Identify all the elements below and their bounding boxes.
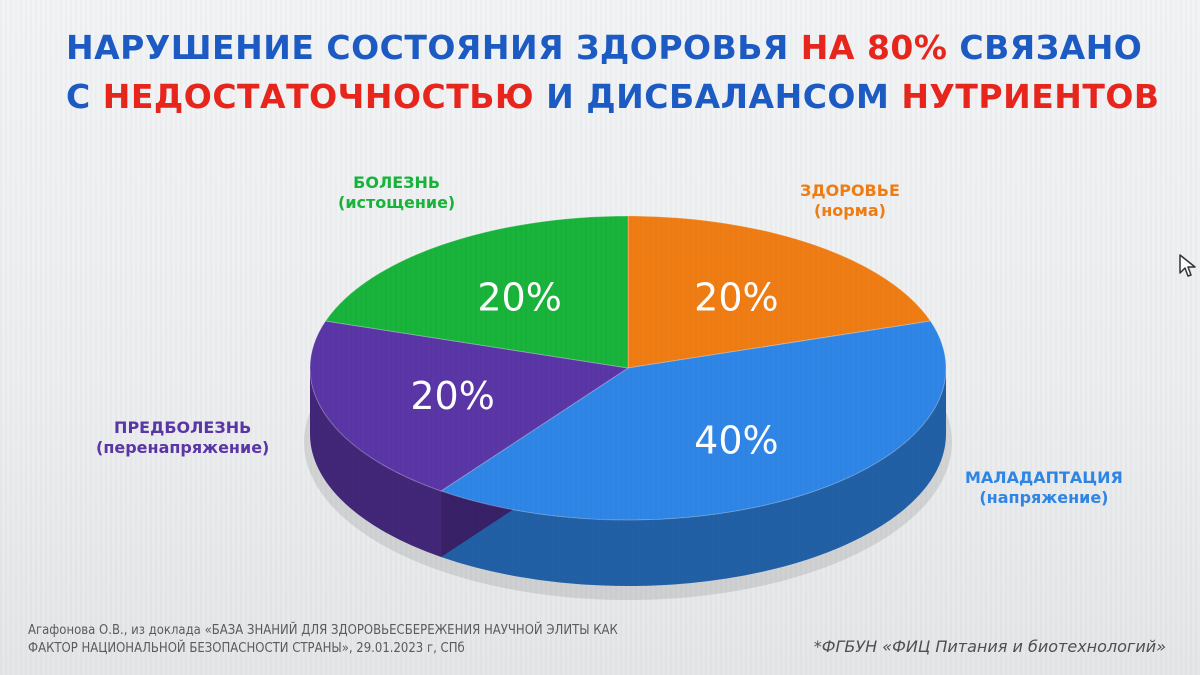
pie-slice-0 — [627, 215, 932, 369]
organization-credit: *ФГБУН «ФИЦ Питания и биотехнологий» — [813, 637, 1166, 656]
slice-label-health: ЗДОРОВЬЕ (норма) — [800, 181, 900, 220]
footnote-line-1: Агафонова О.В., из доклада «БАЗА ЗНАНИЙ … — [28, 623, 618, 638]
slide-title-line-2: С НЕДОСТАТОЧНОСТЬЮ И ДИСБАЛАНСОМ НУТРИЕН… — [66, 77, 1160, 116]
title-line1-segment-2: СВЯЗАНО — [959, 28, 1143, 67]
title-line1-segment-0: НАРУШЕНИЕ СОСТОЯНИЯ ЗДОРОВЬЯ — [66, 28, 801, 67]
title-line2-segment-2: И ДИСБАЛАНСОМ — [546, 77, 902, 116]
title-line2-segment-3: НУТРИЕНТОВ — [901, 77, 1160, 116]
pie-value-label-3: 20% — [477, 276, 561, 320]
title-line2-segment-0: С — [66, 77, 103, 116]
title-line1-segment-1: НА 80% — [800, 28, 960, 67]
footnote-line-2: ФАКТОР НАЦИОНАЛЬНОЙ БЕЗОПАСНОСТИ СТРАНЫ»… — [28, 641, 465, 656]
slice-label-disease: БОЛЕЗНЬ (истощение) — [338, 173, 456, 212]
pie-value-label-1: 40% — [694, 418, 778, 462]
pie-slice-2 — [309, 320, 630, 492]
pie-side-1 — [441, 368, 946, 586]
mouse-cursor-icon — [1179, 254, 1196, 277]
pie-side-2 — [310, 368, 442, 557]
pie-slice-1 — [439, 320, 947, 521]
slice-label-maladaptation: МАЛАДАПТАЦИЯ (напряжение) — [965, 468, 1123, 507]
pie-value-label-2: 20% — [410, 374, 494, 418]
slice-label-prediseases: ПРЕДБОЛЕЗНЬ (перенапряжение) — [96, 418, 270, 457]
pie-value-label-0: 20% — [694, 276, 778, 320]
title-line2-segment-1: НЕДОСТАТОЧНОСТЬЮ — [102, 77, 547, 116]
slide-title-line-1: НАРУШЕНИЕ СОСТОЯНИЯ ЗДОРОВЬЯ НА 80% СВЯЗ… — [66, 28, 1142, 67]
source-footnote: Агафонова О.В., из доклада «БАЗА ЗНАНИЙ … — [28, 622, 618, 658]
pie-slice-3 — [324, 215, 629, 369]
